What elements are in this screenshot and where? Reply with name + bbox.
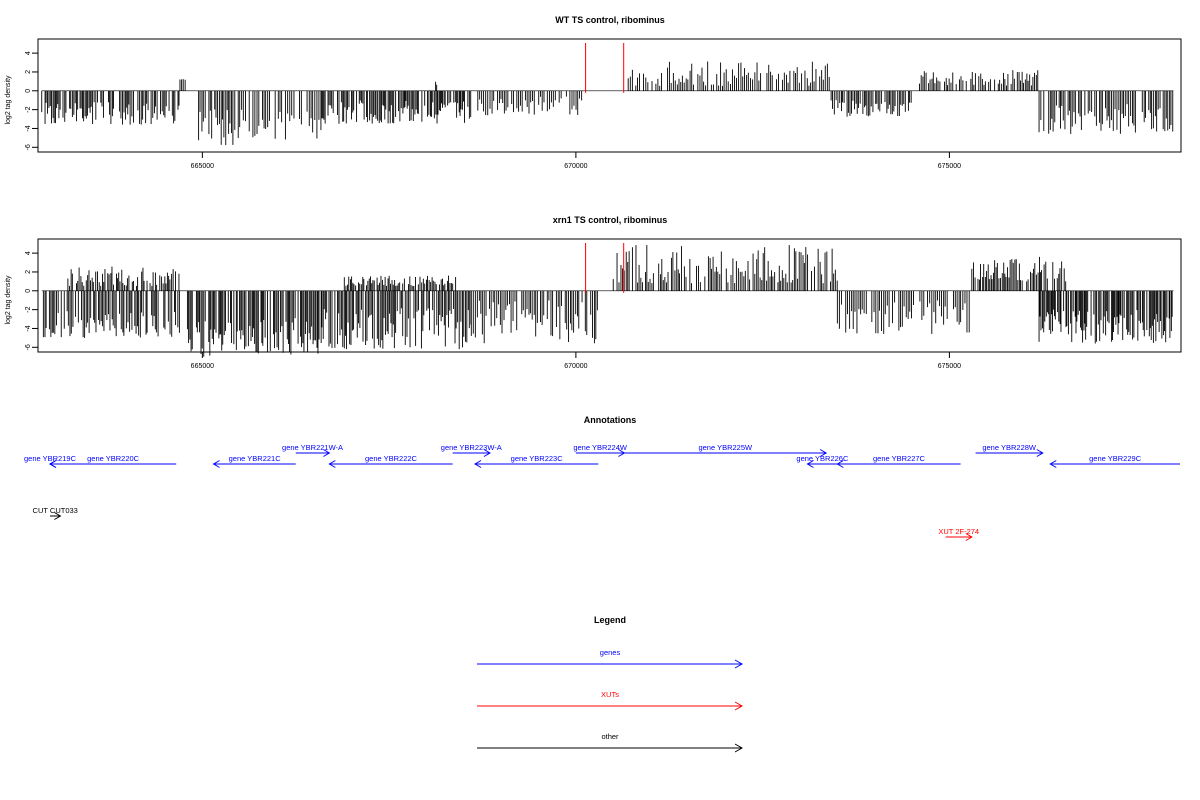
feature-label: gene YBR228W <box>982 443 1037 452</box>
wt-x-tick-label: 665000 <box>191 163 214 170</box>
feature-arrowhead <box>1049 460 1057 468</box>
annotation-feature: gene YBR223W-A <box>441 443 502 457</box>
wt-density-panel: WT TS control, ribominus log2 tag densit… <box>5 15 1182 170</box>
feature-label: gene YBR221W-A <box>282 443 343 452</box>
annotation-feature: gene YBR228W <box>975 443 1044 457</box>
feature-arrowhead <box>474 460 482 468</box>
wt-plot-frame <box>37 38 1182 153</box>
feature-arrowhead <box>212 460 220 468</box>
xrn1-y-tick-label: 0 <box>25 289 32 293</box>
wt-bars <box>41 61 1174 146</box>
xrn1-density-panel: xrn1 TS control, ribominus log2 tag dens… <box>5 215 1182 370</box>
xrn1-y-axis: -6 -4 -2 0 2 4 <box>25 251 39 350</box>
feature-arrowhead <box>806 460 814 468</box>
annotation-feature: gene YBR220C <box>49 454 177 468</box>
feature-label: gene YBR221C <box>229 454 282 463</box>
legend-arrowhead <box>734 659 744 669</box>
feature-arrowhead <box>819 449 828 457</box>
feature-arrowhead <box>54 512 62 520</box>
xrn1-y-tick-label: 2 <box>25 270 32 274</box>
annotation-feature: gene YBR223C <box>474 454 599 468</box>
xrn1-panel-title: xrn1 TS control, ribominus <box>553 215 668 225</box>
feature-arrowhead <box>49 460 57 468</box>
legend-items: genes XUTs other <box>477 648 744 753</box>
annotation-feature: gene YBR222C <box>328 454 453 468</box>
feature-label: gene YBR227C <box>873 454 926 463</box>
wt-y-tick-label: 2 <box>25 70 32 74</box>
xrn1-y-axis-label: log2 tag density <box>5 275 12 325</box>
annotation-feature: CUT CUT033 <box>33 506 78 520</box>
annotation-features: gene YBR219C gene YBR220C gene YBR221Cgene… <box>24 443 1180 541</box>
xrn1-x-tick-label: 665000 <box>191 363 214 370</box>
xrn1-y-tick-label: -4 <box>25 325 32 331</box>
annotation-feature: gene YBR224W <box>573 443 628 457</box>
feature-arrowhead <box>483 449 491 457</box>
legend-label: other <box>601 732 619 741</box>
xrn1-x-axis: 665000 670000 675000 <box>191 351 961 370</box>
feature-arrowhead <box>323 449 331 457</box>
feature-arrowhead <box>836 460 844 468</box>
annotation-feature: gene YBR221C <box>212 454 296 468</box>
wt-y-tick-label: -4 <box>25 125 32 131</box>
legend: Legend genes XUTs other <box>477 615 744 753</box>
wt-y-axis: -6 -4 -2 0 2 4 <box>25 51 39 150</box>
legend-label: genes <box>600 648 621 657</box>
legend-label: XUTs <box>601 690 619 699</box>
feature-label: gene YBR225W <box>698 443 753 452</box>
feature-label: gene YBR222C <box>365 454 418 463</box>
xrn1-y-tick-label: -6 <box>25 344 32 350</box>
feature-label: XUT 2F-274 <box>938 527 979 536</box>
feature-label: gene YBR223C <box>511 454 564 463</box>
wt-marker-lines <box>585 43 625 93</box>
annotation-feature: gene YBR229C <box>1049 454 1180 468</box>
xrn1-marker-lines <box>585 243 625 293</box>
xrn1-y-tick-label: -2 <box>25 306 32 312</box>
legend-item-genes: genes <box>477 648 744 669</box>
feature-arrowhead <box>328 460 336 468</box>
wt-x-tick-label: 675000 <box>938 163 961 170</box>
xrn1-y-tick-label: 4 <box>25 251 32 255</box>
feature-label: gene YBR229C <box>1089 454 1142 463</box>
annotation-feature: gene YBR226C <box>796 454 849 468</box>
wt-y-tick-label: 4 <box>25 51 32 55</box>
feature-label: gene YBR224W <box>573 443 628 452</box>
feature-label: gene YBR220C <box>87 454 140 463</box>
annotation-feature: gene YBR227C <box>836 454 961 468</box>
xrn1-x-tick-label: 670000 <box>564 363 587 370</box>
feature-label: gene YBR226C <box>796 454 849 463</box>
wt-y-tick-label: -2 <box>25 106 32 112</box>
wt-panel-title: WT TS control, ribominus <box>555 15 665 25</box>
feature-label: gene YBR219C <box>24 454 77 463</box>
legend-item-other: other <box>477 732 744 753</box>
wt-y-axis-label: log2 tag density <box>5 75 12 125</box>
annotation-feature: XUT 2F-274 <box>938 527 979 541</box>
wt-y-tick-label: 0 <box>25 89 32 93</box>
wt-x-tick-label: 670000 <box>564 163 587 170</box>
annotation-feature: gene YBR219C <box>24 454 77 468</box>
xrn1-bars <box>41 245 1174 357</box>
feature-arrowhead <box>1036 449 1044 457</box>
legend-arrowhead <box>734 743 744 753</box>
wt-y-tick-label: -6 <box>25 144 32 150</box>
xrn1-x-tick-label: 675000 <box>938 363 961 370</box>
legend-title: Legend <box>594 615 626 625</box>
feature-label: CUT CUT033 <box>33 506 78 515</box>
annotations-track: Annotations gene YBR219C gene YBR220C gene… <box>24 415 1180 541</box>
feature-label: gene YBR223W-A <box>441 443 502 452</box>
annotation-feature: gene YBR221W-A <box>282 443 343 457</box>
annotations-title: Annotations <box>584 415 637 425</box>
legend-arrowhead <box>734 701 744 711</box>
feature-arrowhead <box>965 533 973 541</box>
annotation-feature: gene YBR225W <box>624 443 828 457</box>
wt-x-axis: 665000 670000 675000 <box>191 151 961 170</box>
legend-item-xuts: XUTs <box>477 690 744 711</box>
